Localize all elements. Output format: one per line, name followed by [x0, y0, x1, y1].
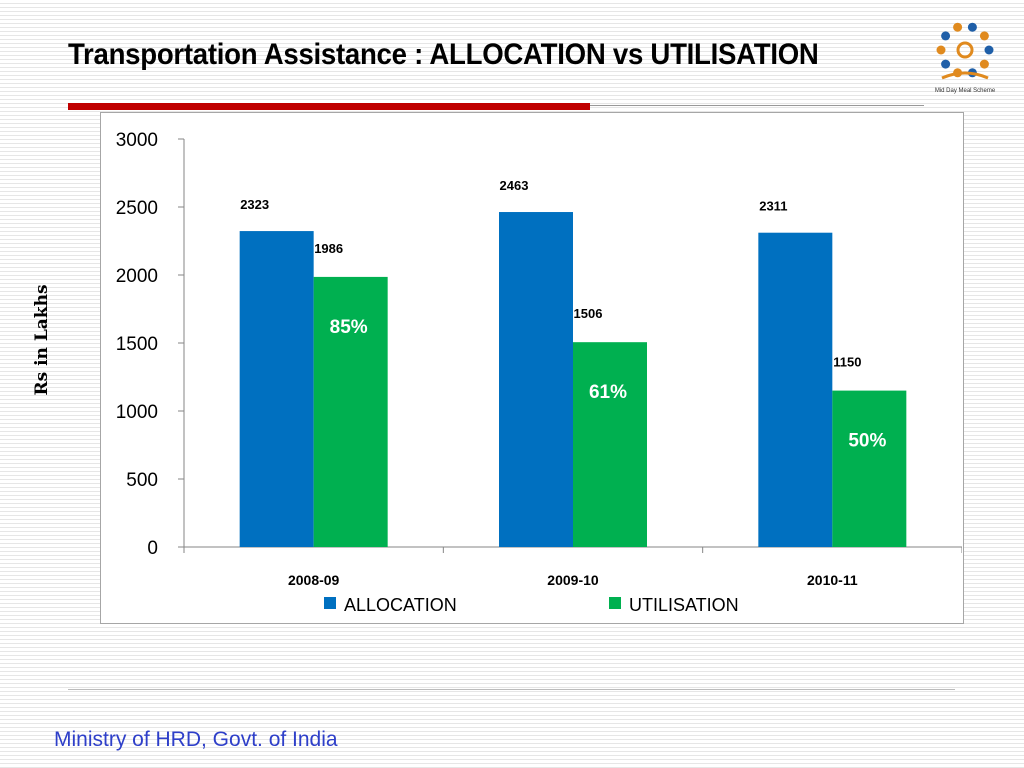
logo-figure [936, 45, 946, 55]
legend-swatch [324, 597, 336, 609]
percent-label: 61% [589, 382, 627, 403]
logo-figure [984, 45, 994, 55]
x-tick-label: 2008-09 [288, 572, 340, 588]
title-underline [68, 103, 590, 110]
title-rule-thin [590, 105, 924, 106]
bar-allocation [499, 212, 573, 548]
slide-title: Transportation Assistance : ALLOCATION v… [68, 38, 819, 71]
data-label: 1506 [574, 306, 603, 321]
x-tick-label: 2010-11 [807, 572, 858, 588]
y-tick-label: 1000 [116, 402, 158, 423]
x-tick-label: 2009-10 [547, 572, 599, 588]
footer-rule [68, 689, 955, 690]
data-label: 2323 [240, 197, 269, 212]
footer-text: Ministry of HRD, Govt. of India [54, 728, 338, 751]
y-tick-label: 500 [126, 470, 158, 491]
y-axis-label: Rs in Lakhs [32, 284, 52, 396]
data-label: 2463 [500, 178, 529, 193]
percent-label: 85% [330, 317, 368, 338]
logo-caption: Mid Day Meal Scheme [934, 88, 996, 94]
bar-allocation [758, 232, 833, 547]
logo-figure [979, 31, 989, 41]
y-tick-label: 2500 [116, 198, 158, 219]
data-label: 2311 [759, 199, 787, 214]
legend-swatch [609, 597, 621, 609]
logo-figure [979, 59, 989, 69]
logo-figure [941, 59, 951, 69]
logo-figure [967, 22, 977, 32]
logo-figure [953, 22, 963, 32]
data-label: 1986 [314, 241, 343, 256]
bar-chart: 0 500 1000 1500 2000 2500 3000 2008-09 2323 1986 8… [116, 130, 962, 615]
data-label: 1150 [833, 355, 861, 370]
bar-allocation [239, 231, 314, 547]
bar-utilisation [313, 276, 388, 547]
legend-label: UTILISATION [629, 595, 739, 615]
percent-label: 50% [848, 431, 886, 452]
bar-utilisation [832, 390, 907, 547]
y-tick-label: 0 [147, 538, 158, 559]
bar-utilisation [573, 342, 647, 547]
mid-day-meal-logo [928, 16, 1002, 108]
y-tick-label: 1500 [116, 334, 158, 355]
y-tick-label: 2000 [116, 266, 158, 287]
logo-figure [941, 31, 951, 41]
y-tick-label: 3000 [116, 130, 158, 151]
legend-label: ALLOCATION [344, 595, 457, 615]
